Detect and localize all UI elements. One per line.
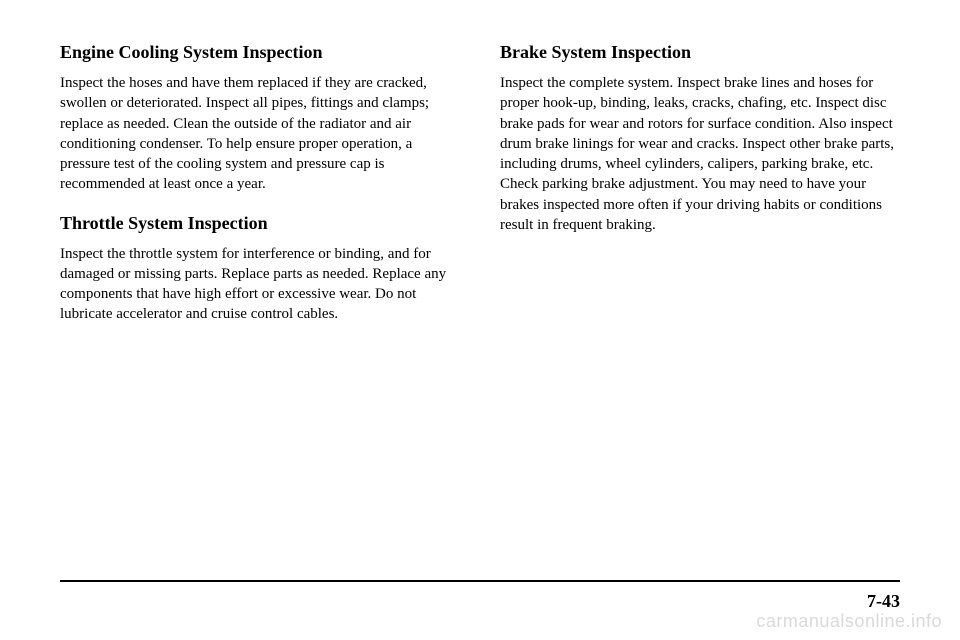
manual-page: Engine Cooling System Inspection Inspect… <box>0 0 960 640</box>
section-heading-engine-cooling: Engine Cooling System Inspection <box>60 42 460 63</box>
page-number: 7-43 <box>867 591 900 612</box>
watermark-text: carmanualsonline.info <box>756 611 942 632</box>
section-body-engine-cooling: Inspect the hoses and have them replaced… <box>60 73 460 195</box>
footer-rule <box>60 580 900 582</box>
two-column-layout: Engine Cooling System Inspection Inspect… <box>60 42 900 325</box>
left-column: Engine Cooling System Inspection Inspect… <box>60 42 460 325</box>
section-body-brake: Inspect the complete system. Inspect bra… <box>500 73 900 235</box>
right-column: Brake System Inspection Inspect the comp… <box>500 42 900 325</box>
section-heading-brake: Brake System Inspection <box>500 42 900 63</box>
section-heading-throttle: Throttle System Inspection <box>60 213 460 234</box>
section-body-throttle: Inspect the throttle system for interfer… <box>60 244 460 325</box>
